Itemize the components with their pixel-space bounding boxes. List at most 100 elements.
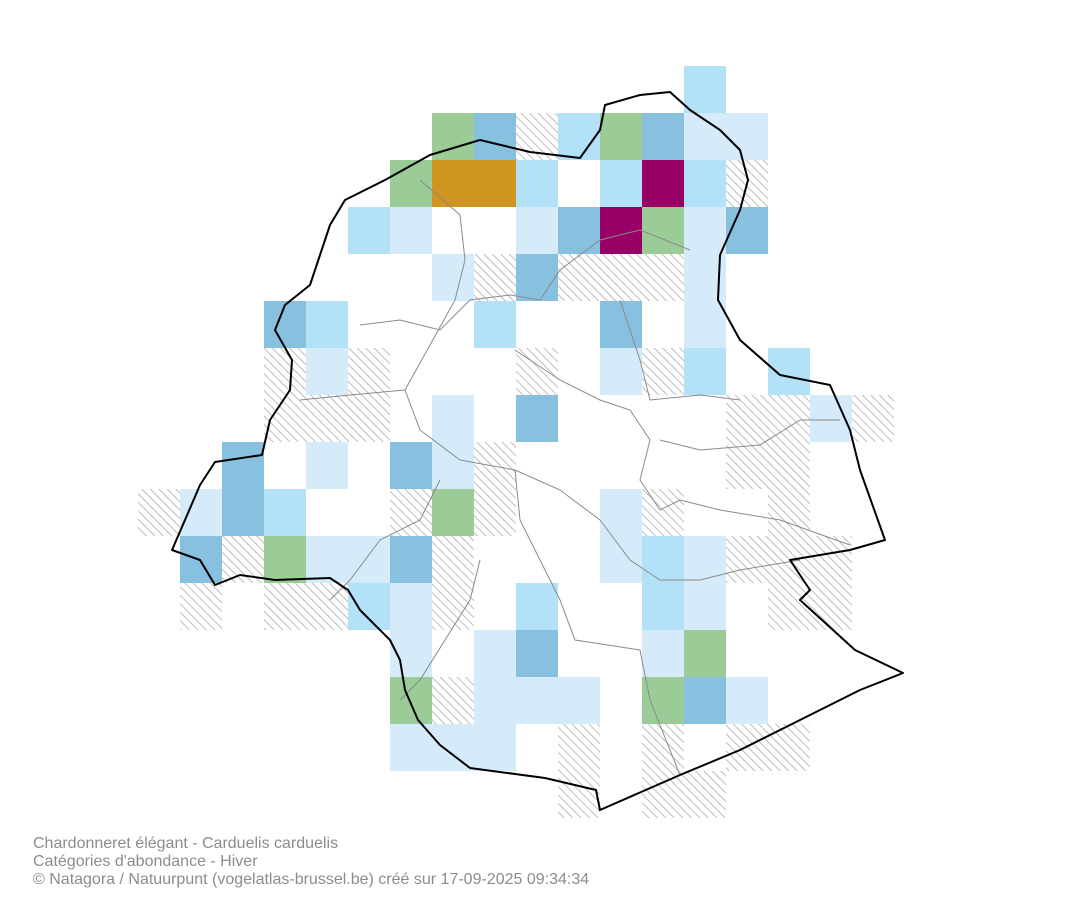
no-data-cell [348,348,390,395]
no-data-cell [138,489,180,536]
no-data-cell [684,771,726,818]
abundance-cell [516,207,558,254]
abundance-cell [390,583,432,630]
no-data-cell [810,536,852,583]
abundance-cell [600,301,642,348]
abundance-cell [432,442,474,489]
abundance-cell [474,113,516,160]
abundance-cell [684,160,726,207]
no-data-cell [810,583,852,630]
abundance-cell [684,348,726,395]
abundance-cell [390,160,432,207]
no-data-cell [642,771,684,818]
abundance-cell [474,301,516,348]
abundance-cell [642,677,684,724]
abundance-cell [390,677,432,724]
abundance-cell [516,254,558,301]
abundance-cell [684,677,726,724]
abundance-cell [390,536,432,583]
no-data-cell [768,724,810,771]
abundance-cell [180,536,222,583]
abundance-cell [558,677,600,724]
no-data-cell [642,724,684,771]
no-data-cell [768,395,810,442]
abundance-cell [558,113,600,160]
abundance-cell [516,630,558,677]
abundance-cell [600,207,642,254]
abundance-cell [642,536,684,583]
abundance-cell [684,66,726,113]
abundance-cell [348,207,390,254]
commune-border [659,419,840,451]
abundance-cell [306,536,348,583]
abundance-cell [516,677,558,724]
abundance-cell [726,113,768,160]
no-data-cell [768,442,810,489]
abundance-cell [558,207,600,254]
map [138,66,904,818]
abundance-cell [768,348,810,395]
abundance-cell [390,207,432,254]
no-data-cell [642,254,684,301]
no-data-cell [558,771,600,818]
abundance-cell [432,160,474,207]
no-data-cell [474,489,516,536]
abundance-cell [684,207,726,254]
abundance-cell [726,207,768,254]
abundance-cell [600,160,642,207]
abundance-cell [684,301,726,348]
abundance-cell [432,724,474,771]
abundance-cell [222,442,264,489]
caption-species: Chardonneret élégant - Carduelis carduel… [33,835,339,852]
commune-border [359,229,691,331]
no-data-cell [558,724,600,771]
abundance-cell [642,583,684,630]
abundance-cell [432,489,474,536]
abundance-cell [600,536,642,583]
no-data-cell [642,489,684,536]
commune-border [619,299,741,401]
abundance-cell [516,395,558,442]
commune-border [299,389,406,401]
abundance-cell [474,724,516,771]
abundance-cell [264,489,306,536]
commune-border [599,519,801,581]
abundance-cell [516,583,558,630]
abundance-cell [432,395,474,442]
caption-credit: © Natagora / Natuurpunt (vogelatlas-brus… [33,871,590,888]
no-data-cell [726,536,768,583]
no-data-cell [264,348,306,395]
abundance-cell [306,348,348,395]
no-data-cell [474,254,516,301]
caption-map-type: Catégories d'abondance - Hiver [33,853,258,870]
no-data-cell [600,254,642,301]
no-data-cell [474,442,516,489]
abundance-cell [642,207,684,254]
no-data-cell [306,583,348,630]
no-data-cell [768,583,810,630]
no-data-cell [642,348,684,395]
commune-borders [299,179,851,776]
no-data-cell [726,395,768,442]
abundance-cell [306,442,348,489]
no-data-cell [852,395,894,442]
no-data-cell [432,536,474,583]
no-data-cell [432,583,474,630]
abundance-cell [516,160,558,207]
abundance-cell [390,724,432,771]
abundance-cell [306,301,348,348]
no-data-cell [264,583,306,630]
grid-cells [138,66,894,818]
region-boundary [171,91,904,811]
no-data-cell [558,254,600,301]
no-data-cell [432,677,474,724]
abundance-cell [600,348,642,395]
abundance-cell [390,442,432,489]
abundance-cell [432,254,474,301]
abundance-cell [684,583,726,630]
abundance-cell [642,160,684,207]
commune-border [399,559,481,701]
no-data-cell [348,395,390,442]
no-data-cell [306,395,348,442]
